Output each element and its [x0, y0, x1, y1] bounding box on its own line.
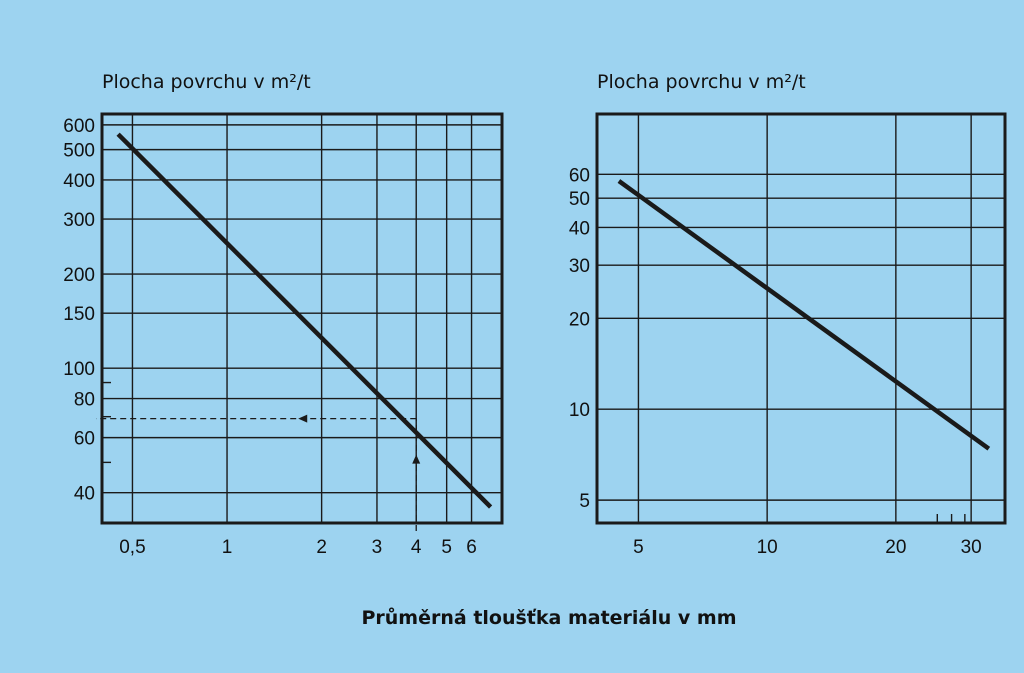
annotation-arrow-up	[412, 454, 421, 464]
y-tick-label: 100	[63, 359, 95, 380]
x-tick-label: 5	[441, 537, 452, 558]
series-line	[116, 132, 493, 509]
y-tick-label: 300	[63, 210, 95, 231]
y-tick-label: 400	[63, 171, 95, 192]
annotation-0	[96, 414, 421, 531]
plot-frame-left	[100, 112, 504, 525]
y-tick-label: 600	[63, 116, 95, 137]
y-tick-label: 60	[569, 165, 590, 186]
x-tick-label: 0,5	[119, 537, 145, 558]
x-tick-label: 4	[411, 537, 422, 558]
x-tick-label: 2	[316, 537, 327, 558]
annotation-arrow-left	[298, 414, 308, 423]
chart-right: Plocha povrchu v m²/t 5 10 20 30 5 10 20 30 40 50…	[569, 71, 1007, 558]
x-tick-label: 20	[885, 537, 906, 558]
grid-1	[597, 114, 1005, 523]
y-tick-label: 5	[579, 491, 590, 512]
y-axis-title-left: Plocha povrchu v m²/t	[102, 71, 311, 93]
y-tick-label: 30	[569, 256, 590, 277]
y-tick-label: 20	[569, 309, 590, 330]
y-tick-label: 200	[63, 265, 95, 286]
y-tick-label: 80	[74, 390, 95, 411]
grid-0	[102, 114, 502, 523]
x-axis-title: Průměrná tloušťka materiálu v mm	[361, 606, 736, 629]
x-tick-label: 30	[961, 537, 982, 558]
y-tick-label: 500	[63, 141, 95, 162]
x-tick-label: 1	[222, 537, 233, 558]
y-tick-label: 150	[63, 304, 95, 325]
x-tick-label: 10	[757, 537, 778, 558]
plot-frame-right	[595, 112, 1007, 525]
y-axis-title-right: Plocha povrchu v m²/t	[597, 71, 806, 93]
y-tick-label: 40	[569, 218, 590, 239]
x-tick-label: 3	[372, 537, 383, 558]
y-tick-label: 60	[74, 429, 95, 450]
y-tick-label: 40	[74, 484, 95, 505]
x-tick-label: 6	[466, 537, 477, 558]
series-line	[617, 179, 991, 451]
y-tick-label: 10	[569, 400, 590, 421]
chart-left: Plocha povrchu v m²/t 0,5 1 2 3 4 5 6 40 60 80 100…	[63, 71, 504, 558]
x-tick-label: 5	[633, 537, 644, 558]
y-tick-label: 50	[569, 189, 590, 210]
